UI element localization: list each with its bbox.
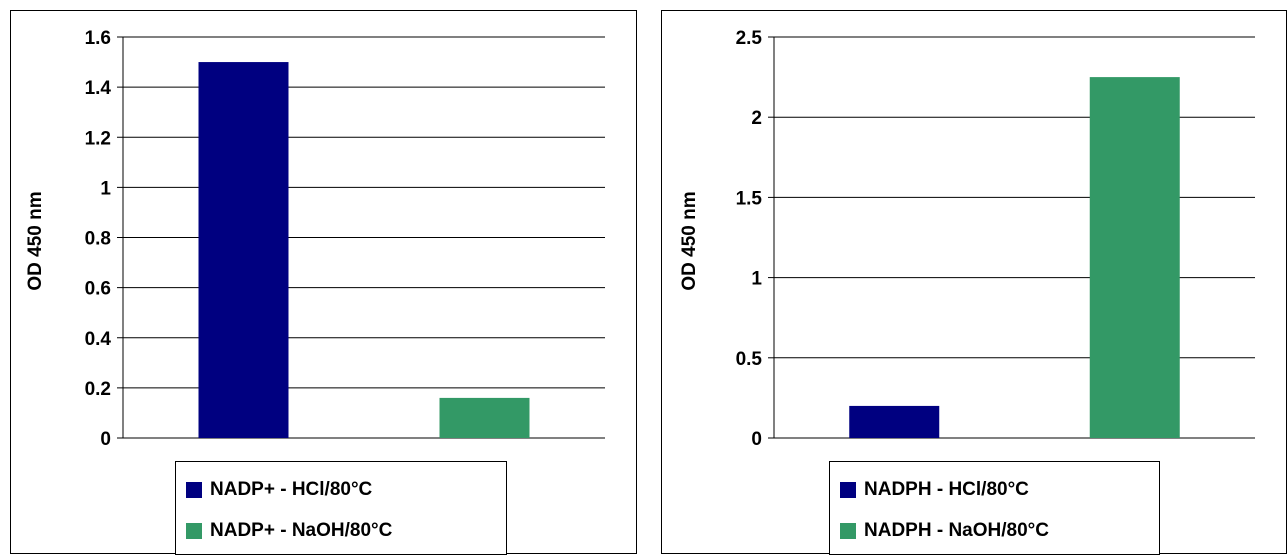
y-tick-label: 1.6 — [85, 28, 111, 49]
legend-label: NADP+ - HCl/80°C — [210, 479, 373, 500]
y-tick-label: 2 — [751, 108, 762, 129]
legend-label: NADPH - NaOH/80°C — [864, 520, 1049, 541]
legend-item: NADP+ - NaOH/80°C — [186, 520, 392, 542]
y-tick-label: 1 — [100, 178, 111, 199]
legend-right: NADPH - HCl/80°C NADPH - NaOH/80°C — [829, 461, 1160, 555]
y-tick-label: 0.6 — [85, 279, 111, 300]
legend-label: NADP+ - NaOH/80°C — [210, 520, 393, 541]
y-tick-label: 1.4 — [85, 78, 112, 99]
legend-swatch — [840, 482, 856, 498]
y-axis-label: OD 450 nm — [679, 191, 700, 290]
bar-chart-right: 0 0.5 1 1.5 2 2.5 OD 450 nm — [679, 28, 1255, 450]
bar-2 — [439, 397, 530, 438]
y-tick-label: 1.2 — [85, 128, 111, 149]
y-tick-label: 0 — [100, 429, 111, 450]
bar-chart-left: 0 0.2 0.4 0.6 0.8 1 1.2 1.4 1.6 OD 450 nm — [25, 28, 605, 450]
y-tick-label: 2.5 — [736, 28, 763, 49]
y-tick-label: 0.8 — [85, 229, 111, 250]
y-tick-label: 1 — [751, 269, 762, 290]
legend-item: NADPH - NaOH/80°C — [840, 520, 1049, 542]
y-tick-label: 0 — [751, 429, 762, 450]
y-axis-label: OD 450 nm — [25, 191, 46, 290]
legend-swatch — [186, 482, 202, 498]
y-tick-label: 0.2 — [85, 379, 111, 400]
y-tick-label: 1.5 — [736, 188, 763, 209]
legend-swatch — [840, 523, 856, 539]
bar-2 — [1089, 77, 1180, 438]
chart-panel-left: 0 0.2 0.4 0.6 0.8 1 1.2 1.4 1.6 OD 450 nm NADP+ -… — [10, 10, 637, 555]
legend-item: NADP+ - HCl/80°C — [186, 479, 372, 501]
legend-label: NADPH - HCl/80°C — [864, 479, 1029, 500]
bar-1 — [198, 62, 289, 438]
legend-item: NADPH - HCl/80°C — [840, 479, 1029, 501]
bar-1 — [849, 405, 940, 438]
chart-panel-right: 0 0.5 1 1.5 2 2.5 OD 450 nm NADPH - HCl/80°C N… — [661, 10, 1287, 555]
legend-left: NADP+ - HCl/80°C NADP+ - NaOH/80°C — [175, 461, 507, 555]
y-tick-label: 0.5 — [736, 349, 763, 370]
legend-swatch — [186, 523, 202, 539]
y-tick-label: 0.4 — [85, 329, 112, 350]
